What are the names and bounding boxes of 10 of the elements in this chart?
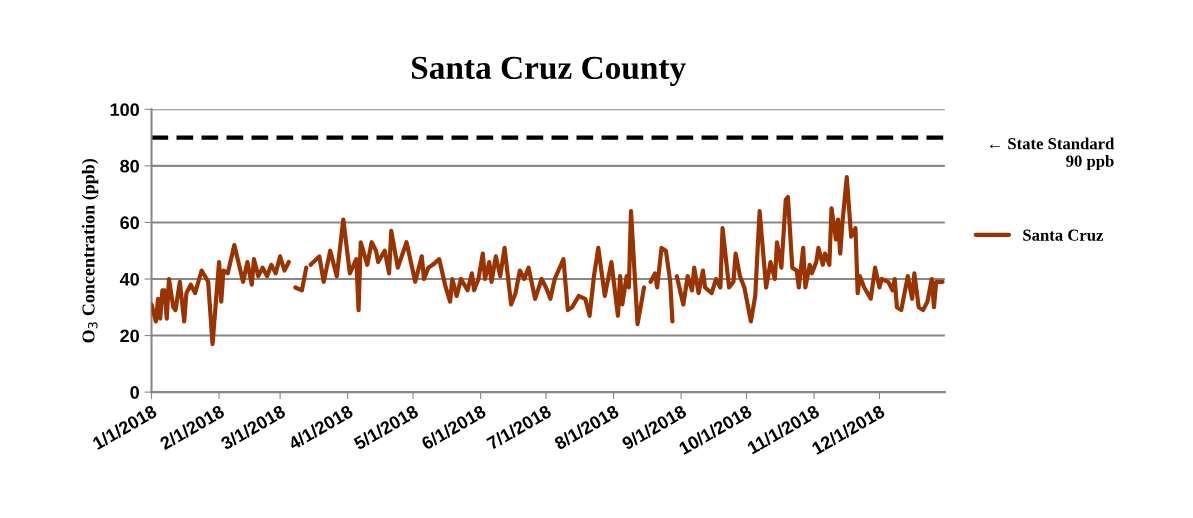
y-tick-label: 0 (130, 386, 139, 399)
y-tick-label: 80 (120, 159, 139, 173)
ref-line-label: ← State Standard 90 ppb (989, 137, 1115, 171)
y-tick-label: 40 (119, 272, 139, 286)
y-tick-label: 100 (110, 103, 139, 117)
chart-title: Santa Cruz County (411, 56, 686, 86)
y-tick-label: 20 (120, 329, 139, 343)
legend-label: Santa Cruz (1023, 229, 1104, 241)
y-axis-title: O$_{3}$ Concentration (ppb) (81, 158, 99, 343)
y-tick-label: 60 (120, 216, 139, 230)
